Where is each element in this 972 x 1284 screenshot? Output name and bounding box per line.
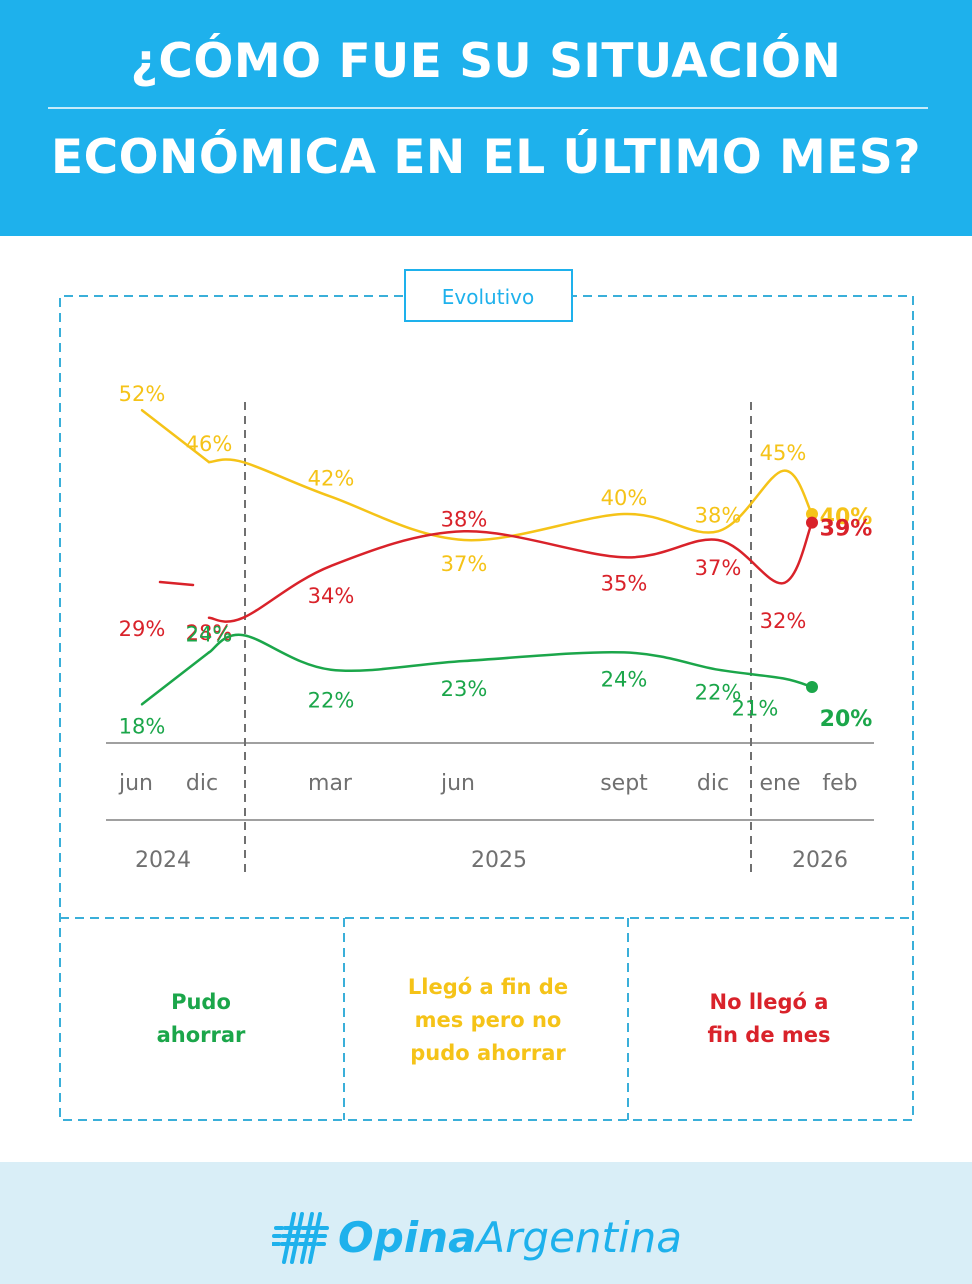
brand-name-regular: Argentina [476, 1213, 683, 1262]
series-lines [140, 408, 818, 706]
footer-band [0, 1162, 972, 1284]
year-label: 2026 [792, 848, 848, 873]
month-label: jun [118, 771, 153, 796]
value-label-ahorro: 18% [119, 714, 166, 738]
year-label: 2024 [135, 848, 191, 873]
value-label-llego: 37% [441, 552, 488, 576]
value-label-nollego: 32% [760, 609, 807, 633]
value-label-nollego: 35% [601, 571, 648, 595]
legend-label-llego: pudo ahorrar [410, 1041, 566, 1065]
series-line-nollego [207, 521, 814, 623]
value-label-nollego: 34% [308, 584, 355, 608]
month-label: dic [186, 771, 218, 796]
value-label-ahorro: 23% [441, 677, 488, 701]
panel-label: Evolutivo [442, 285, 534, 309]
value-label-llego: 40% [601, 486, 648, 510]
month-label: jun [440, 771, 475, 796]
value-label-ahorro: 20% [820, 707, 873, 732]
value-label-nollego: 29% [119, 617, 166, 641]
header-banner: ¿CÓMO FUE SU SITUACIÓN ECONÓMICA EN EL Ú… [0, 0, 972, 236]
value-label-llego: 46% [186, 432, 233, 456]
value-labels: 52% 46% 42% 37% 40% 38% 45% 40% 29% 28% 34% 38% 35% 3… [119, 382, 873, 738]
legend-label-nollego: fin de mes [707, 1023, 830, 1047]
value-label-nollego: 38% [441, 507, 488, 531]
value-label-ahorro: 24% [601, 667, 648, 691]
value-label-nollego: 37% [695, 556, 742, 580]
month-label: ene [759, 771, 800, 796]
legend-label-ahorro: ahorrar [157, 1023, 246, 1047]
month-label: mar [308, 771, 353, 796]
series-line-llego-start [140, 408, 211, 464]
title-divider [48, 107, 928, 109]
panel-frame [59, 295, 914, 1121]
hashtag-logo-icon [272, 1212, 330, 1264]
legend-label-llego: Llegó a fin de [408, 975, 568, 999]
legend-label-llego: mes pero no [415, 1008, 562, 1032]
brand-name-bold: Opina [338, 1213, 477, 1262]
value-label-nollego: 39% [820, 517, 873, 542]
year-label: 2025 [471, 848, 527, 873]
value-label-llego: 38% [695, 503, 742, 527]
value-label-ahorro: 21% [732, 696, 779, 720]
month-tick-labels: jun dic mar jun sept dic ene feb [118, 771, 858, 796]
page-title-line-1: ¿CÓMO FUE SU SITUACIÓN [130, 34, 842, 89]
value-label-llego: 42% [308, 467, 355, 491]
series-end-point-llego [806, 508, 818, 520]
page-title-line-2: ECONÓMICA EN EL ÚLTIMO MES? [50, 130, 921, 185]
value-label-ahorro: 24% [186, 622, 233, 646]
series-line-llego [207, 458, 814, 542]
evolution-chart: Evolutivo jun dic mar jun sept dic ene feb 2024… [59, 269, 914, 1121]
legend-label-nollego: No llegó a [710, 990, 829, 1014]
series-line-ahorro-start [140, 651, 211, 706]
series-end-point-nollego [806, 516, 818, 529]
month-label: dic [697, 771, 729, 796]
value-label-nollego: 28% [186, 621, 233, 645]
legend: Pudo ahorrar Llegó a fin de mes pero no pudo… [157, 975, 831, 1065]
series-end-point-ahorro [806, 681, 818, 693]
legend-label-ahorro: Pudo [171, 990, 231, 1014]
panel-label-box [404, 269, 573, 322]
value-label-ahorro: 22% [695, 681, 742, 705]
brand-logo: Opina Argentina [272, 1208, 682, 1268]
series-line-ahorro [207, 633, 814, 689]
month-label: feb [822, 771, 857, 796]
value-label-llego: 52% [119, 382, 166, 406]
year-tick-labels: 2024 2025 2026 [135, 848, 848, 873]
month-label: sept [600, 771, 648, 796]
value-label-llego: 40% [820, 505, 873, 530]
value-label-ahorro: 22% [308, 689, 355, 713]
value-label-llego: 45% [760, 441, 807, 465]
series-line-nollego-start [158, 580, 195, 587]
